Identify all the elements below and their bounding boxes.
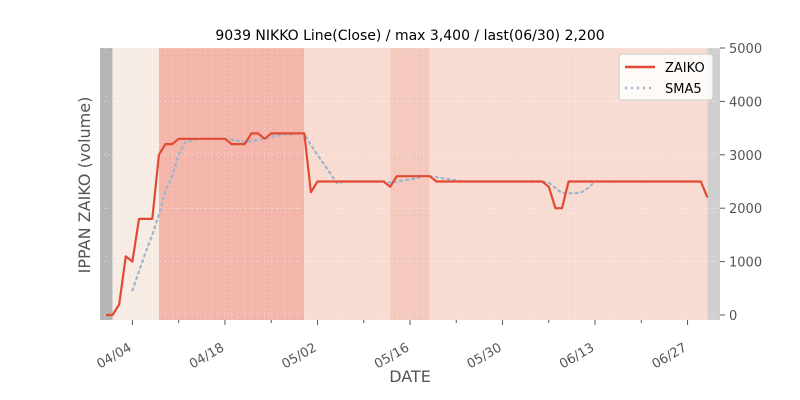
x-tick-label: 05/30 (465, 340, 505, 372)
y-tick-label: 5000 (729, 42, 762, 57)
x-tick-label: 06/27 (650, 340, 690, 372)
background-band (304, 48, 391, 320)
legend-label-zaiko: ZAIKO (665, 61, 705, 76)
y-tick-label: 0 (729, 309, 737, 324)
y-tick-label: 4000 (729, 95, 762, 110)
x-tick-label: 04/04 (94, 340, 134, 372)
series-lines (106, 132, 709, 317)
y-tick-label: 3000 (729, 149, 762, 164)
y-tick-label: 2000 (729, 202, 762, 217)
legend-label-sma5: SMA5 (665, 82, 702, 97)
x-axis-title: DATE (389, 367, 431, 386)
series-line-zaiko (106, 132, 709, 317)
y-tick-label: 1000 (729, 256, 762, 271)
background-band (707, 48, 720, 320)
legend: ZAIKO SMA5 (618, 53, 714, 101)
background-band (112, 48, 159, 320)
x-tick-label: 05/02 (280, 340, 320, 372)
legend-box (618, 53, 714, 101)
chart-title: 9039 NIKKO Line(Close) / max 3,400 / las… (215, 28, 604, 44)
y-axis-title: IPPAN ZAIKO (volume) (75, 97, 94, 274)
x-tick-label: 06/13 (557, 340, 597, 372)
x-tick-label: 04/18 (187, 340, 227, 372)
background-band (100, 48, 113, 320)
